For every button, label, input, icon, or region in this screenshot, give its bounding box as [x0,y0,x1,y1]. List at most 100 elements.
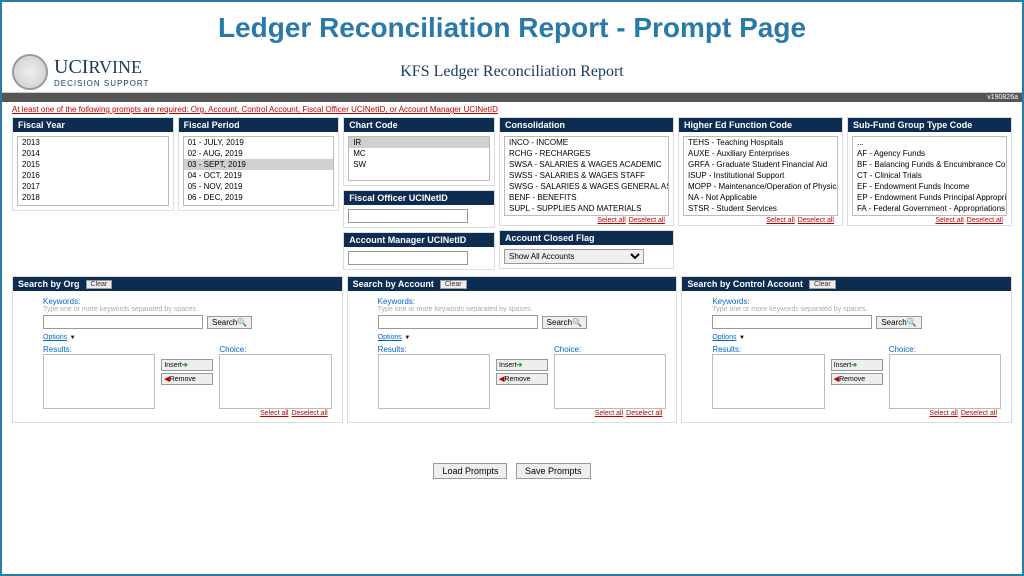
sub-fund-listbox[interactable]: ...AF - Agency FundsBF - Balancing Funds… [852,136,1007,216]
keywords-hint: Type one or more keywords separated by s… [378,306,667,313]
insert-button[interactable]: Insert➔ [496,359,548,371]
fiscal-period-listbox[interactable]: 01 - JULY, 201902 - AUG, 201903 - SEPT, … [183,136,335,206]
list-option[interactable]: AUXE - Auxiliary Enterprises [684,148,837,159]
deselect-all-link[interactable]: Deselect all [626,410,662,417]
fiscal-officer-input[interactable] [348,209,468,223]
list-option[interactable]: AF - Agency Funds [853,148,1006,159]
choice-box[interactable] [554,354,666,409]
list-option[interactable]: 2016 [18,170,168,181]
choice-box[interactable] [889,354,1001,409]
save-prompts-button[interactable]: Save Prompts [516,463,591,479]
remove-button[interactable]: ◀Remove [161,373,213,385]
list-option[interactable]: CT - Clinical Trials [853,170,1006,181]
clear-button[interactable]: Clear [86,280,113,289]
list-option[interactable]: RCHG - RECHARGES [505,148,668,159]
search-account-panel: Search by Account Clear Keywords: Type o… [347,276,678,423]
list-option[interactable]: NA - Not Applicable [684,192,837,203]
panel-header: Sub-Fund Group Type Code [848,118,1011,132]
list-option[interactable]: ISUP - Institutional Support [684,170,837,181]
list-option[interactable]: SWSS - SALARIES & WAGES STAFF [505,170,668,181]
list-option[interactable]: BENF - BENEFITS [505,192,668,203]
list-option[interactable]: BF - Balancing Funds & Encumbrance Contr… [853,159,1006,170]
fiscal-period-panel: Fiscal Period 01 - JULY, 201902 - AUG, 2… [178,117,340,211]
list-option[interactable]: TEHS - Teaching Hospitals [684,137,837,148]
list-option[interactable]: MC [349,148,489,159]
list-option[interactable]: 01 - JULY, 2019 [184,137,334,148]
higher-ed-listbox[interactable]: TEHS - Teaching HospitalsAUXE - Auxiliar… [683,136,838,216]
clear-button[interactable]: Clear [440,280,467,289]
options-link[interactable]: Options [378,334,402,341]
list-option[interactable]: 05 - NOV, 2019 [184,181,334,192]
list-option[interactable]: STSR - Student Services [684,203,837,214]
insert-button[interactable]: Insert➔ [831,359,883,371]
remove-button[interactable]: ◀Remove [496,373,548,385]
list-option[interactable]: EP - Endowment Funds Principal Appropria… [853,192,1006,203]
choice-box[interactable] [219,354,331,409]
list-option[interactable]: 2017 [18,181,168,192]
list-option[interactable]: ... [853,137,1006,148]
search-icon: 🔍 [907,318,917,327]
load-prompts-button[interactable]: Load Prompts [433,463,507,479]
search-org-panel: Search by Org Clear Keywords: Type one o… [12,276,343,423]
panel-header: Fiscal Year [13,118,173,132]
account-closed-panel: Account Closed Flag Show All Accounts [499,230,674,269]
clear-button[interactable]: Clear [809,280,836,289]
fiscal-year-listbox[interactable]: 201320142015201620172018201920202021 [17,136,169,206]
search-button[interactable]: Search🔍 [207,316,252,329]
keywords-input[interactable] [712,315,872,329]
keywords-input[interactable] [378,315,538,329]
select-all-link[interactable]: Select all [935,217,963,224]
options-link[interactable]: Options [43,334,67,341]
remove-button[interactable]: ◀Remove [831,373,883,385]
chart-code-listbox[interactable]: IRMCSW [348,136,490,181]
consolidation-listbox[interactable]: INCO - INCOMERCHG - RECHARGESSWSA - SALA… [504,136,669,216]
options-link[interactable]: Options [712,334,736,341]
search-section: Search by Org Clear Keywords: Type one o… [2,276,1022,423]
list-option[interactable]: FA - Federal Government - Appropriations [853,203,1006,214]
list-option[interactable]: SWSG - SALARIES & WAGES GENERAL ASSISTAN… [505,181,668,192]
search-button[interactable]: Search🔍 [876,316,921,329]
list-option[interactable]: SUPL - SUPPLIES AND MATERIALS [505,203,668,214]
list-option[interactable]: 07 - JAN, 2020 [184,203,334,206]
list-option[interactable]: 2015 [18,159,168,170]
results-box[interactable] [712,354,824,409]
fiscal-year-panel: Fiscal Year 2013201420152016201720182019… [12,117,174,211]
list-option[interactable]: INCO - INCOME [505,137,668,148]
list-option[interactable]: SWSA - SALARIES & WAGES ACADEMIC [505,159,668,170]
list-option[interactable]: 2018 [18,192,168,203]
search-button[interactable]: Search🔍 [542,316,587,329]
panel-header: Search by Control Account Clear [682,277,1011,291]
keywords-hint: Type one or more keywords separated by s… [43,306,332,313]
deselect-all-link[interactable]: Deselect all [629,217,665,224]
list-option[interactable]: SW [349,159,489,170]
select-all-link[interactable]: Select all [260,410,288,417]
list-option[interactable]: 2014 [18,148,168,159]
list-option[interactable]: EF - Endowment Funds Income [853,181,1006,192]
select-all-link[interactable]: Select all [929,410,957,417]
list-option[interactable]: IR [349,137,489,148]
keywords-input[interactable] [43,315,203,329]
deselect-all-link[interactable]: Deselect all [961,410,997,417]
select-all-link[interactable]: Select all [597,217,625,224]
results-box[interactable] [43,354,155,409]
results-box[interactable] [378,354,490,409]
list-option[interactable]: 2013 [18,137,168,148]
list-option[interactable]: 03 - SEPT, 2019 [184,159,334,170]
arrow-left-icon: ◀ [834,376,839,383]
insert-button[interactable]: Insert➔ [161,359,213,371]
list-option[interactable]: 04 - OCT, 2019 [184,170,334,181]
deselect-all-link[interactable]: Deselect all [291,410,327,417]
account-manager-input[interactable] [348,251,468,265]
deselect-all-link[interactable]: Deselect all [798,217,834,224]
arrow-right-icon: ➔ [851,362,857,369]
list-option[interactable]: 2019 [18,203,168,206]
list-option[interactable]: 06 - DEC, 2019 [184,192,334,203]
select-all-link[interactable]: Select all [766,217,794,224]
list-option[interactable]: 02 - AUG, 2019 [184,148,334,159]
list-option[interactable]: MOPP - Maintenance/Operation of Physical… [684,181,837,192]
deselect-all-link[interactable]: Deselect all [967,217,1003,224]
account-closed-select[interactable]: Show All Accounts [504,249,644,264]
select-all-link[interactable]: Select all [595,410,623,417]
list-option[interactable]: GRFA - Graduate Student Financial Aid [684,159,837,170]
panel-header: Search by Org Clear [13,277,342,291]
